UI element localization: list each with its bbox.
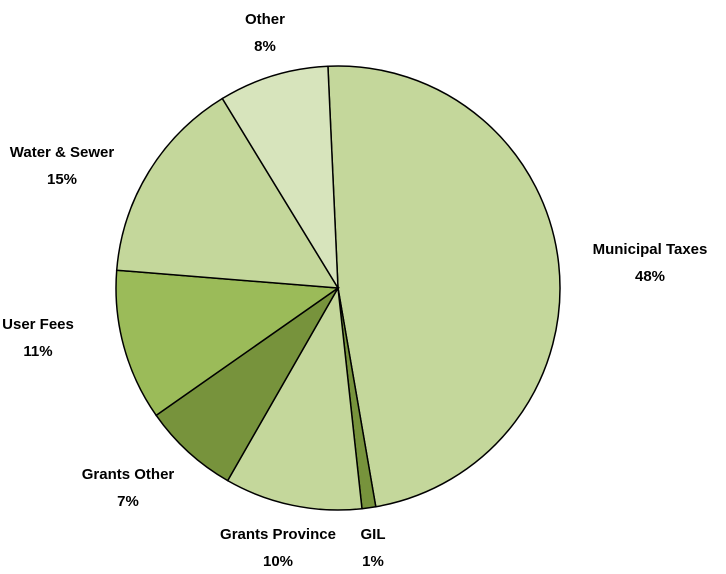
- slice-value-label: 7%: [117, 493, 139, 510]
- slice-value-label: 15%: [47, 171, 77, 188]
- pie-slice: [115, 269, 341, 417]
- slice-label: Municipal Taxes: [593, 241, 708, 258]
- slice-value-label: 10%: [263, 553, 293, 570]
- slice-label: Water & Sewer: [10, 144, 115, 161]
- slice-value-label: 1%: [362, 553, 384, 570]
- slice-label: GIL: [361, 526, 386, 543]
- slice-value-label: 11%: [23, 343, 52, 360]
- slice-value-label: 48%: [635, 268, 665, 285]
- slice-label: Grants Other: [82, 466, 175, 483]
- slice-label: User Fees: [2, 316, 74, 333]
- pie-slice: [226, 285, 363, 511]
- slice-value-label: 8%: [254, 38, 276, 55]
- slice-label: Other: [245, 11, 285, 28]
- slice-label: Grants Province: [220, 526, 336, 543]
- pie-slice: [327, 65, 561, 508]
- pie-slice: [115, 97, 340, 289]
- pie-slice: [221, 65, 339, 289]
